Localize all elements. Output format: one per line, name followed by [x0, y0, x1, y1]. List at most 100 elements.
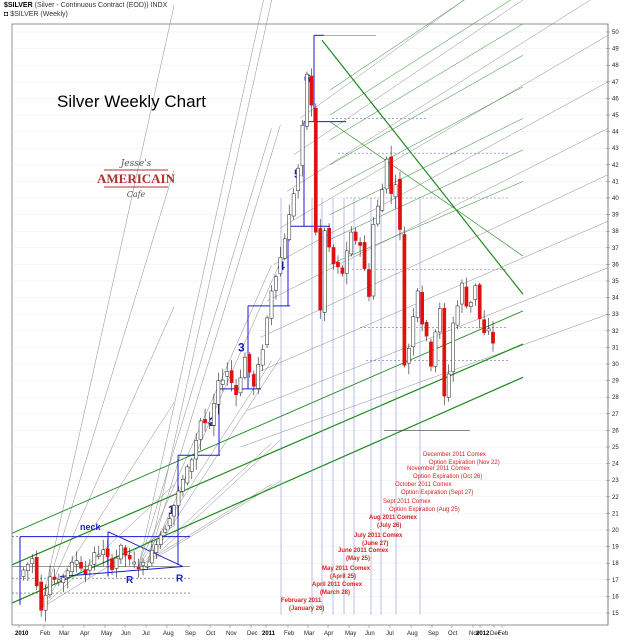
- candle-up: [380, 189, 385, 211]
- annotation-text: October 2011 Comex: [395, 482, 452, 488]
- fan-line-upper: [260, 174, 609, 338]
- candle-up: [198, 420, 203, 440]
- fan-line: [40, 306, 175, 609]
- candle-up: [212, 403, 216, 426]
- candle-down: [331, 247, 336, 265]
- annotation-text: Option Expiration (Nov 22): [429, 460, 500, 466]
- annotation-text: July 2011 Comex: [354, 533, 403, 539]
- y-tick-label: 21: [612, 511, 619, 517]
- fan-line: [40, 169, 175, 609]
- channel-parallel: [329, 86, 524, 190]
- candle-down: [203, 419, 207, 424]
- candle-up: [181, 479, 185, 492]
- y-tick-label: 18: [612, 561, 619, 567]
- channel-parallel: [329, 118, 524, 215]
- candle-up: [455, 305, 460, 326]
- candle-down: [340, 267, 345, 274]
- channel-line-top2: [329, 121, 524, 257]
- y-tick-label: 35: [612, 279, 619, 285]
- candle-up: [322, 230, 327, 313]
- candle-up: [216, 380, 221, 405]
- x-tick-label: Jul: [142, 631, 150, 637]
- x-tick-label: May: [345, 631, 356, 637]
- x-tick-label: 2010: [15, 631, 29, 637]
- x-axis: 2010 Feb Mar Apr May Jun Jul Aug Sep Oct Nov Dec 201…: [15, 625, 509, 637]
- r-label-left: R: [126, 575, 134, 586]
- y-tick-label: 43: [612, 146, 619, 152]
- x-tick-label: Nov: [226, 631, 237, 637]
- candle-up: [145, 566, 150, 568]
- x-tick-label: Apr: [80, 631, 89, 637]
- annotation-text: (July 26): [377, 523, 401, 529]
- cafe-logo: Jesse's AMERICAIN Cafe: [97, 159, 176, 199]
- channel-line-top: [321, 39, 524, 295]
- candle-up: [486, 328, 491, 332]
- candle-down: [327, 227, 331, 248]
- x-tick-label: Feb: [40, 631, 51, 637]
- candle-up: [269, 290, 274, 319]
- candle-up: [48, 576, 52, 596]
- fan-line-upper: [240, 313, 609, 448]
- candle-down: [110, 558, 114, 570]
- candle-down: [39, 581, 43, 611]
- candle-up: [375, 205, 380, 225]
- y-tick-label: 31: [612, 345, 619, 351]
- candle-up: [371, 224, 376, 297]
- fan-line-upper: [286, 0, 591, 192]
- candle-up: [185, 466, 190, 484]
- candle-up: [296, 167, 300, 191]
- candle-up: [114, 557, 119, 569]
- y-tick-label: 15: [612, 611, 619, 617]
- logo-line-3: Cafe: [127, 190, 146, 199]
- x-tick-label: Feb: [284, 631, 295, 637]
- channel-parallel: [329, 23, 524, 141]
- candle-up: [287, 214, 292, 240]
- channel-parallel: [329, 0, 465, 91]
- candle-down: [318, 228, 323, 311]
- candle-down: [353, 231, 358, 241]
- candle-up: [469, 302, 473, 307]
- y-axis: 15 16 17 18 19 20 21 22 23 24 25 26 27 28 29 30 31 32 33 34…: [606, 24, 619, 625]
- x-tick-label: May: [101, 631, 112, 637]
- x-tick-label: Jun: [121, 631, 131, 637]
- y-tick-label: 48: [612, 63, 619, 69]
- candle-down: [464, 286, 469, 307]
- candle-up: [88, 564, 92, 571]
- y-tick-label: 29: [612, 379, 619, 385]
- y-tick-label: 45: [612, 113, 619, 119]
- candle-up: [150, 549, 154, 564]
- candle-up: [96, 554, 101, 557]
- y-tick-label: 50: [612, 30, 619, 36]
- channel-line-upper: [11, 310, 524, 534]
- channel-parallel: [329, 181, 524, 265]
- candle-down: [362, 242, 367, 269]
- candle-down: [420, 291, 424, 325]
- y-tick-label: 44: [612, 130, 619, 136]
- candle-down: [251, 374, 256, 387]
- annotation-text: (June 27): [362, 541, 388, 547]
- candle-up: [21, 569, 26, 577]
- fan-line: [147, 0, 272, 564]
- y-tick-label: 46: [612, 96, 619, 102]
- fan-line: [147, 439, 281, 564]
- candle-up: [163, 528, 168, 533]
- annotation-text: April 2011 Comex: [312, 582, 363, 588]
- candle-up: [349, 231, 354, 255]
- candle-up: [344, 250, 349, 274]
- candle-down: [247, 354, 252, 373]
- candle-up: [265, 317, 269, 346]
- candle-up: [132, 561, 137, 565]
- candle-down: [389, 156, 393, 194]
- x-tick-label: Jul: [386, 631, 394, 637]
- candle-down: [313, 107, 318, 233]
- y-tick-label: 38: [612, 229, 619, 235]
- y-tick-label: 40: [612, 196, 619, 202]
- candle-up: [305, 73, 309, 127]
- candle-down: [234, 384, 238, 395]
- candle-up: [57, 579, 61, 583]
- y-tick-label: 20: [612, 528, 619, 534]
- channel-parallel: [329, 149, 524, 240]
- x-tick-label: Nov: [469, 631, 480, 637]
